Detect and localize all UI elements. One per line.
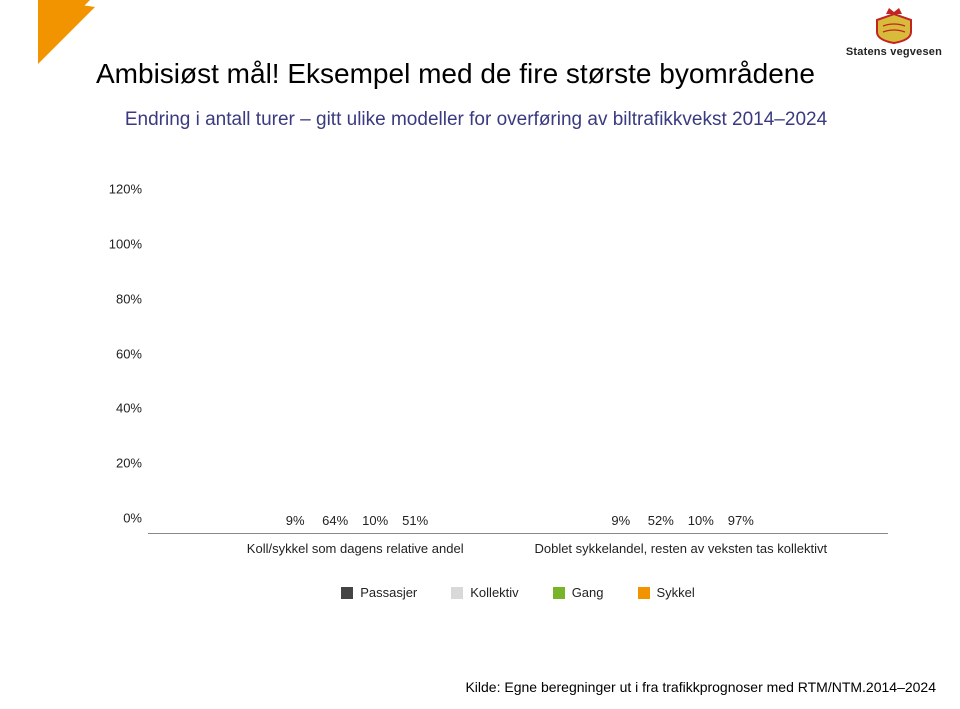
bar-value-label: 9% — [286, 513, 305, 528]
legend-swatch — [553, 587, 565, 599]
bar-value-label: 9% — [611, 513, 630, 528]
shield-icon — [871, 8, 917, 44]
legend-label: Kollektiv — [470, 585, 518, 600]
y-tick: 80% — [96, 291, 142, 306]
accent-triangle — [38, 0, 102, 64]
source-note: Kilde: Egne beregninger ut i fra trafikk… — [465, 679, 936, 695]
bar-value-label: 52% — [648, 513, 674, 528]
bar-value-label: 97% — [728, 513, 754, 528]
legend-swatch — [451, 587, 463, 599]
legend-item-passasjer: Passasjer — [341, 585, 417, 600]
y-tick: 20% — [96, 456, 142, 471]
bar-value-label: 10% — [688, 513, 714, 528]
page-title: Ambisiøst mål! Eksempel med de fire stør… — [96, 56, 856, 91]
bar-value-label: 51% — [402, 513, 428, 528]
legend: Passasjer Kollektiv Gang Sykkel — [148, 585, 888, 600]
legend-label: Sykkel — [657, 585, 695, 600]
brand-name: Statens vegvesen — [846, 46, 942, 58]
chart-subtitle: Endring i antall turer – gitt ulike mode… — [96, 109, 856, 131]
legend-label: Passasjer — [360, 585, 417, 600]
bar-value-label: 10% — [362, 513, 388, 528]
legend-label: Gang — [572, 585, 604, 600]
brand-logo: Statens vegvesen — [846, 8, 942, 58]
bar-value-label: 64% — [322, 513, 348, 528]
legend-swatch — [638, 587, 650, 599]
legend-item-gang: Gang — [553, 585, 604, 600]
legend-item-kollektiv: Kollektiv — [451, 585, 518, 600]
x-category-label: Koll/sykkel som dagens relative andel — [192, 541, 518, 557]
bar-chart: 0%20%40%60%80%100%120%9%64%10%51%Koll/sy… — [96, 204, 888, 604]
x-category-label: Doblet sykkelandel, resten av veksten ta… — [518, 541, 844, 557]
y-tick: 60% — [96, 346, 142, 361]
y-tick: 0% — [96, 511, 142, 526]
y-tick: 40% — [96, 401, 142, 416]
y-tick: 100% — [96, 236, 142, 251]
y-tick: 120% — [96, 182, 142, 197]
legend-swatch — [341, 587, 353, 599]
legend-item-sykkel: Sykkel — [638, 585, 695, 600]
